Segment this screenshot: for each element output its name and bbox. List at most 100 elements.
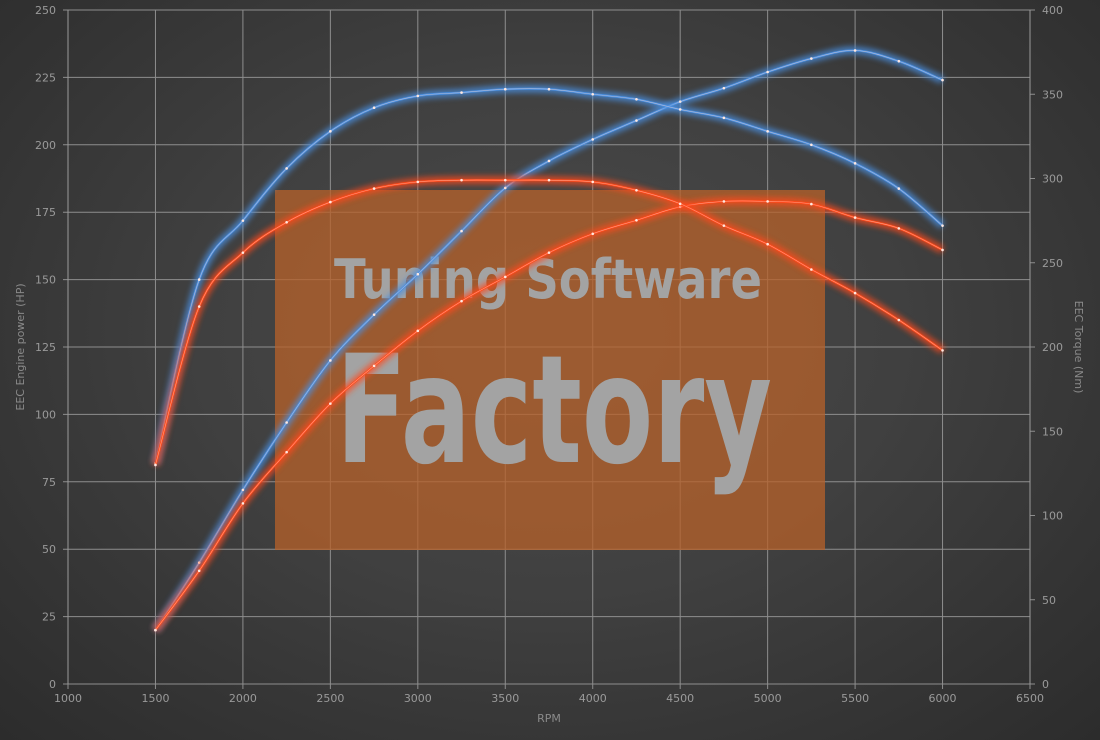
data-point [678, 108, 682, 111]
y-tick-label: 100 [35, 408, 56, 421]
data-point [197, 278, 201, 281]
data-point [154, 463, 157, 467]
data-point [591, 180, 595, 184]
data-point [329, 200, 332, 204]
data-point [503, 186, 507, 190]
data-point [722, 224, 726, 227]
data-point [941, 349, 944, 352]
data-point [635, 218, 638, 222]
y2-tick-label: 50 [1042, 594, 1056, 607]
data-point [941, 78, 944, 82]
data-point [197, 569, 201, 573]
data-point [460, 299, 463, 303]
data-point [635, 98, 638, 101]
data-point [853, 162, 857, 165]
y2-axis-ticks: 0 50 100 150 200 250 300 350 400 [1042, 4, 1063, 691]
y-tick-label: 225 [35, 71, 56, 84]
data-point [547, 87, 551, 91]
y-axis-label: EEC Engine power (HP) [14, 283, 27, 410]
data-point [722, 200, 726, 203]
data-point [810, 143, 813, 147]
y-tick-label: 75 [42, 476, 56, 489]
data-point [372, 364, 376, 368]
y2-tick-label: 150 [1042, 425, 1063, 438]
data-point [154, 628, 157, 632]
y2-tick-label: 400 [1042, 4, 1063, 17]
y2-tick-label: 300 [1042, 173, 1063, 186]
data-point [722, 116, 726, 120]
x-tick-label: 2000 [229, 692, 257, 705]
series-2 [152, 196, 945, 633]
data-point [372, 106, 376, 110]
x-tick-label: 2500 [316, 692, 344, 705]
data-point [416, 329, 420, 333]
y-tick-label: 175 [35, 206, 56, 219]
data-point [372, 313, 376, 316]
data-point [547, 251, 551, 254]
data-point [503, 178, 507, 182]
watermark: Tuning Software Factory [275, 190, 825, 550]
data-point [241, 488, 245, 492]
data-point [810, 268, 813, 271]
x-tick-label: 1000 [54, 692, 82, 705]
x-tick-label: 4000 [579, 692, 607, 705]
data-point [197, 305, 201, 308]
data-point [766, 70, 769, 74]
y-tick-label: 0 [49, 678, 56, 691]
data-point [547, 178, 551, 182]
x-tick-label: 1500 [141, 692, 169, 705]
y2-tick-label: 100 [1042, 510, 1063, 523]
data-point [591, 92, 595, 96]
data-point [285, 167, 288, 170]
y2-axis-label: EEC Torque (Nm) [1072, 301, 1085, 394]
data-point [460, 229, 463, 233]
data-point [547, 159, 551, 163]
series-1 [151, 84, 946, 465]
data-point [678, 202, 682, 206]
y2-tick-label: 250 [1042, 257, 1063, 270]
series-highlight [155, 88, 943, 464]
x-tick-label: 3000 [404, 692, 432, 705]
data-point [285, 421, 288, 424]
data-point [591, 138, 595, 141]
y-tick-label: 200 [35, 139, 56, 152]
data-point [329, 130, 332, 133]
y-tick-label: 150 [35, 274, 56, 287]
x-tick-label: 6000 [929, 692, 957, 705]
data-point [372, 187, 376, 190]
data-point [416, 180, 420, 184]
data-point [897, 318, 901, 322]
series-3 [151, 176, 945, 467]
data-point [853, 49, 857, 52]
y2-tick-label: 200 [1042, 341, 1063, 354]
x-tick-label: 4500 [666, 692, 694, 705]
data-point [897, 187, 901, 190]
data-point [766, 130, 769, 133]
x-tick-label: 6500 [1016, 692, 1044, 705]
data-point [503, 275, 507, 279]
x-tick-label: 5000 [754, 692, 782, 705]
data-point [416, 272, 420, 276]
y2-tick-label: 350 [1042, 88, 1063, 101]
x-axis-label: RPM [537, 712, 561, 725]
x-axis-ticks: 1000 1500 2000 2500 3000 3500 4000 4500 5000 5500… [54, 692, 1044, 705]
y-tick-label: 50 [42, 543, 56, 556]
data-point [766, 200, 769, 203]
x-tick-label: 3500 [491, 692, 519, 705]
y-tick-label: 250 [35, 4, 56, 17]
data-point [460, 91, 463, 94]
y-tick-label: 125 [35, 341, 56, 354]
data-point [678, 100, 682, 103]
data-point [285, 450, 288, 454]
data-point [285, 221, 288, 224]
data-point [329, 402, 332, 405]
series-0 [152, 46, 945, 633]
data-point [241, 251, 245, 254]
data-point [853, 216, 857, 219]
data-point [810, 202, 813, 206]
data-point [416, 94, 420, 98]
data-point [941, 248, 944, 252]
y2-tick-label: 0 [1042, 678, 1049, 691]
